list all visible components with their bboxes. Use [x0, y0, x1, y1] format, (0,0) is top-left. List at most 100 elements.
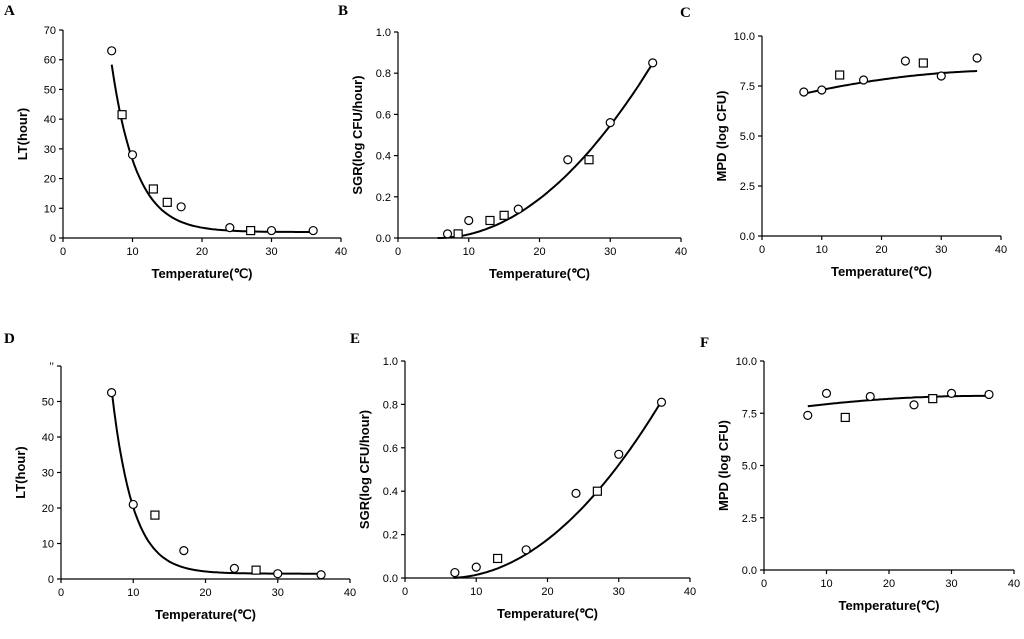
data-point-square	[835, 70, 845, 80]
data-point-circle	[972, 53, 982, 63]
data-point-circle	[225, 223, 235, 233]
x-tick-label: 10	[470, 586, 482, 598]
y-tick-label: 0.8	[383, 399, 398, 411]
x-tick-label: 20	[541, 586, 553, 598]
x-tick-label: 10	[820, 578, 832, 590]
y-tick-label: 2.5	[740, 181, 755, 193]
chart-panel-d: D 0 10 20 30 40 0 10 20 30 40 50 ’’ Temperature(℃) LT(…	[4, 331, 356, 622]
data-point-circle	[865, 391, 875, 402]
x-tick-label: 20	[875, 244, 887, 256]
data-point-circle	[605, 118, 615, 128]
data-point-square	[918, 58, 928, 68]
y-tick-label: 0	[50, 233, 56, 245]
fitted-curve	[437, 62, 654, 239]
x-tick-label: 30	[272, 587, 284, 599]
y-tick-label: 70	[44, 25, 56, 37]
x-tick-label: 40	[335, 246, 347, 258]
x-axis-title: Temperature(℃)	[831, 264, 932, 279]
y-axis-title: LT(hour)	[13, 446, 28, 498]
y-tick-label: 0.6	[376, 109, 391, 121]
y-tick-label: 5.0	[740, 131, 755, 143]
y-tick-label: 0.0	[376, 233, 391, 245]
chart-panel-c: C 0 10 20 30 40 0.0 2.5 5.0 7.5 10.0 Temperature(℃)…	[680, 5, 1007, 279]
x-tick-label: 40	[344, 587, 356, 599]
data-point-circle	[521, 545, 531, 555]
x-tick-label: 10	[126, 246, 138, 258]
x-tick-label: 0	[761, 578, 767, 590]
y-tick-label: 2.5	[742, 513, 757, 525]
x-axis-title: Temperature(℃)	[151, 266, 252, 281]
y-tick-label: 0.4	[383, 486, 398, 498]
data-point-circle	[799, 87, 809, 97]
x-tick-label: 20	[196, 246, 208, 258]
panel-letter: A	[4, 3, 15, 19]
y-tick-label: 7.5	[740, 81, 755, 93]
data-point-square	[840, 412, 850, 423]
x-tick-label: 40	[995, 244, 1007, 256]
fitted-curve	[807, 394, 990, 408]
y-tick-label: 0.2	[376, 192, 391, 204]
x-tick-label: 20	[199, 587, 211, 599]
x-tick-label: 0	[402, 586, 408, 598]
data-point-square	[162, 197, 172, 207]
x-tick-label: 30	[935, 244, 947, 256]
x-axis-title: Temperature(℃)	[497, 606, 598, 621]
x-tick-label: 30	[604, 246, 616, 258]
y-tick-label: 1.0	[376, 27, 391, 39]
y-tick-label: 0.6	[383, 443, 398, 455]
data-point-circle	[821, 388, 832, 398]
data-point-square	[928, 394, 938, 404]
data-point-circle	[858, 75, 869, 85]
y-tick-label: 10.0	[734, 31, 755, 43]
x-tick-label: 30	[613, 586, 625, 598]
data-point-circle	[817, 85, 827, 95]
x-tick-label: 20	[533, 246, 545, 258]
y-tick-label: 0.0	[740, 231, 755, 243]
data-point-circle	[442, 229, 453, 239]
data-point-circle	[946, 388, 957, 398]
x-tick-label: 40	[684, 586, 696, 598]
chart-panel-b: B 0 10 20 30 40 0.0 0.2 0.4 0.6 0.8 1.0 Temperature(…	[338, 3, 687, 281]
data-point-square	[499, 210, 509, 220]
x-tick-label: 0	[60, 246, 66, 258]
data-point-circle	[273, 569, 283, 579]
fitted-curve	[110, 64, 314, 233]
x-tick-label: 10	[816, 244, 828, 256]
x-axis-title: Temperature(℃)	[155, 607, 256, 622]
y-tick-label: 0.8	[376, 68, 391, 80]
chart-panel-a: A 0 10 20 30 40 0 10 20 30 40 50 60 70 Temperature(℃) L…	[4, 3, 347, 281]
fitted-curve	[803, 70, 978, 95]
y-tick-label: 1.0	[383, 356, 398, 368]
data-point-circle	[936, 71, 946, 81]
panel-letter: E	[350, 331, 360, 347]
data-point-square	[246, 225, 256, 236]
y-tick-label: 50	[42, 397, 54, 409]
data-point-circle	[464, 215, 474, 226]
data-point-square	[584, 155, 594, 165]
data-point-circle	[648, 58, 658, 68]
data-point-square	[117, 110, 127, 120]
y-tick-label: 0.0	[383, 573, 398, 585]
y-tick-label: 50	[44, 84, 56, 96]
data-point-circle	[229, 563, 239, 573]
y-tick-label: 7.5	[742, 408, 757, 420]
x-axis-title: Temperature(℃)	[489, 266, 590, 281]
data-point-circle	[316, 570, 326, 580]
data-point-square	[148, 184, 158, 194]
data-point-circle	[614, 449, 624, 459]
data-point-circle	[107, 46, 117, 56]
x-tick-label: 40	[1008, 578, 1020, 590]
chart-panel-e: E 0 10 20 30 40 0.0 0.2 0.4 0.6 0.8 1.0 Temperature(…	[350, 331, 696, 621]
data-point-circle	[128, 499, 138, 510]
data-point-circle	[900, 56, 911, 66]
data-point-square	[150, 510, 160, 520]
data-point-circle	[106, 388, 117, 398]
x-tick-label: 30	[945, 578, 957, 590]
y-tick-label: 20	[42, 503, 54, 515]
x-tick-label: 0	[58, 587, 64, 599]
data-point-square	[453, 229, 463, 239]
x-tick-label: 0	[759, 244, 765, 256]
data-point-square	[485, 215, 495, 226]
y-tick-label: 30	[44, 144, 56, 156]
